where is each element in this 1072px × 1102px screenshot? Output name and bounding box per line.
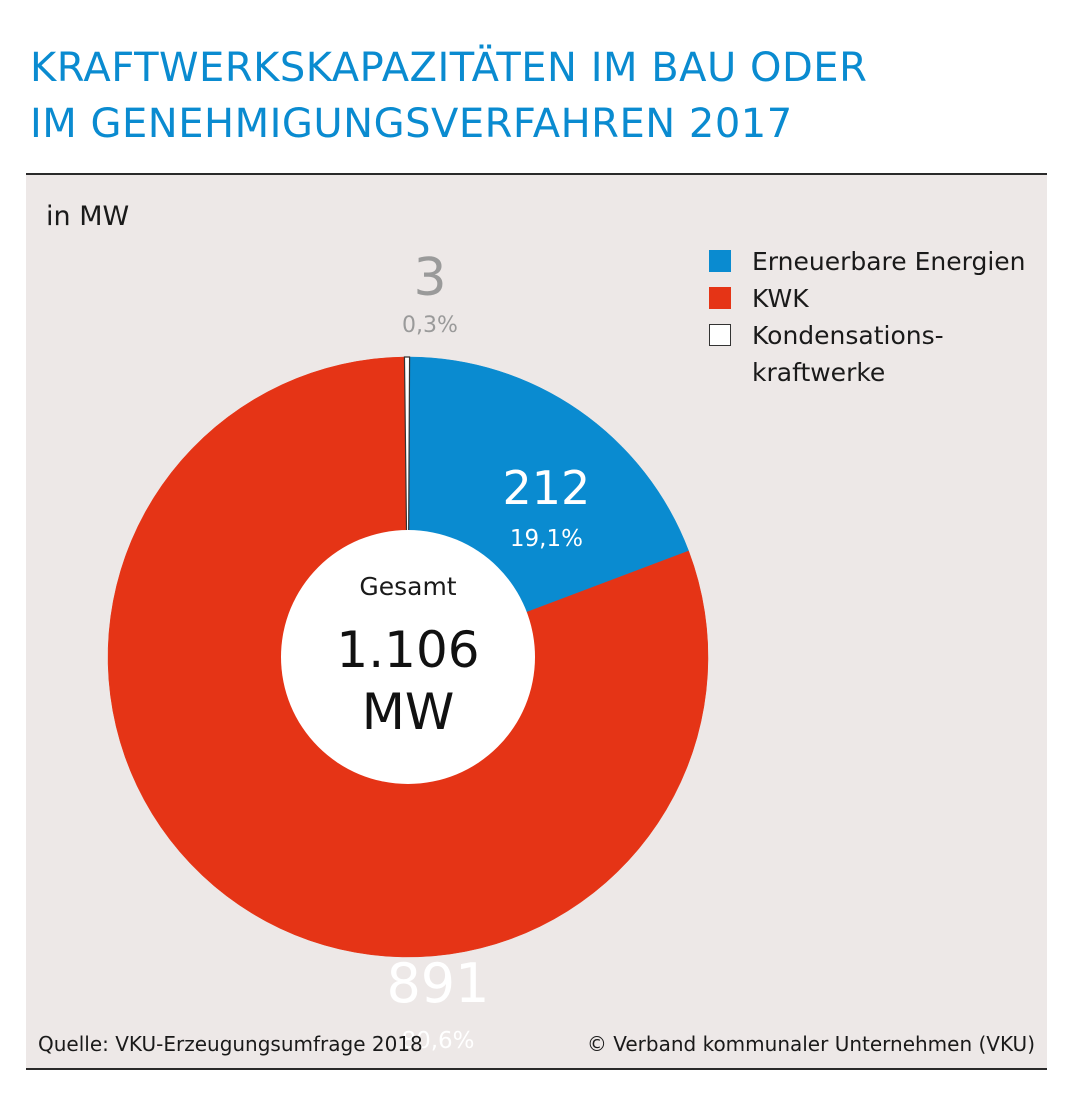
slice-percent-label: 0,3% [402,313,458,338]
chart-title-line-1: KRAFTWERKSKAPAZITÄTEN IM BAU ODER [30,45,868,91]
slice-value-label: 3 [413,248,446,308]
donut-center-hole [281,530,535,784]
legend-swatch-blue [709,250,731,272]
legend-label: KWK [752,284,809,313]
legend-label: Erneuerbare Energien [752,247,1026,276]
center-total-value: 1.106 [336,621,479,679]
slice-percent-label: 19,1% [510,526,583,552]
legend-swatch-white [709,324,731,346]
chart-title: KRAFTWERKSKAPAZITÄTEN IM BAU ODER IM GEN… [30,40,1050,152]
legend-item-erneuerbare: Erneuerbare Energien [706,243,1042,280]
chart-title-line-2: IM GENEHMIGUNGSVERFAHREN 2017 [30,101,793,147]
source-note: Quelle: VKU-Erzeugungsumfrage 2018 [38,1032,423,1056]
legend: Erneuerbare Energien KWK Kondensations-k… [706,243,1042,391]
center-total-unit: MW [362,683,455,741]
donut-chart: Gesamt 1.106 MW 212 19,1% 891 80,6% 3 0,3% [107,248,709,1054]
legend-swatch-red [709,287,731,309]
slice-percent-label: 80,6% [401,1028,474,1054]
legend-label: Kondensations-kraftwerke [752,321,944,387]
chart-panel: in MW Gesamt 1.106 MW 212 19,1% 891 80,6% 3 0… [26,173,1047,1070]
slice-labels: 212 19,1% 891 80,6% 3 0,3% [386,248,590,1054]
slice-value-label: 212 [503,461,591,515]
slice-value-label: 891 [386,952,489,1015]
legend-item-kondensation: Kondensations-kraftwerke [706,317,1042,391]
copyright-note: © Verband kommunaler Unternehmen (VKU) [586,1032,1035,1056]
legend-item-kwk: KWK [706,280,1042,317]
unit-label: in MW [46,201,130,232]
center-total-label: Gesamt [359,572,456,601]
